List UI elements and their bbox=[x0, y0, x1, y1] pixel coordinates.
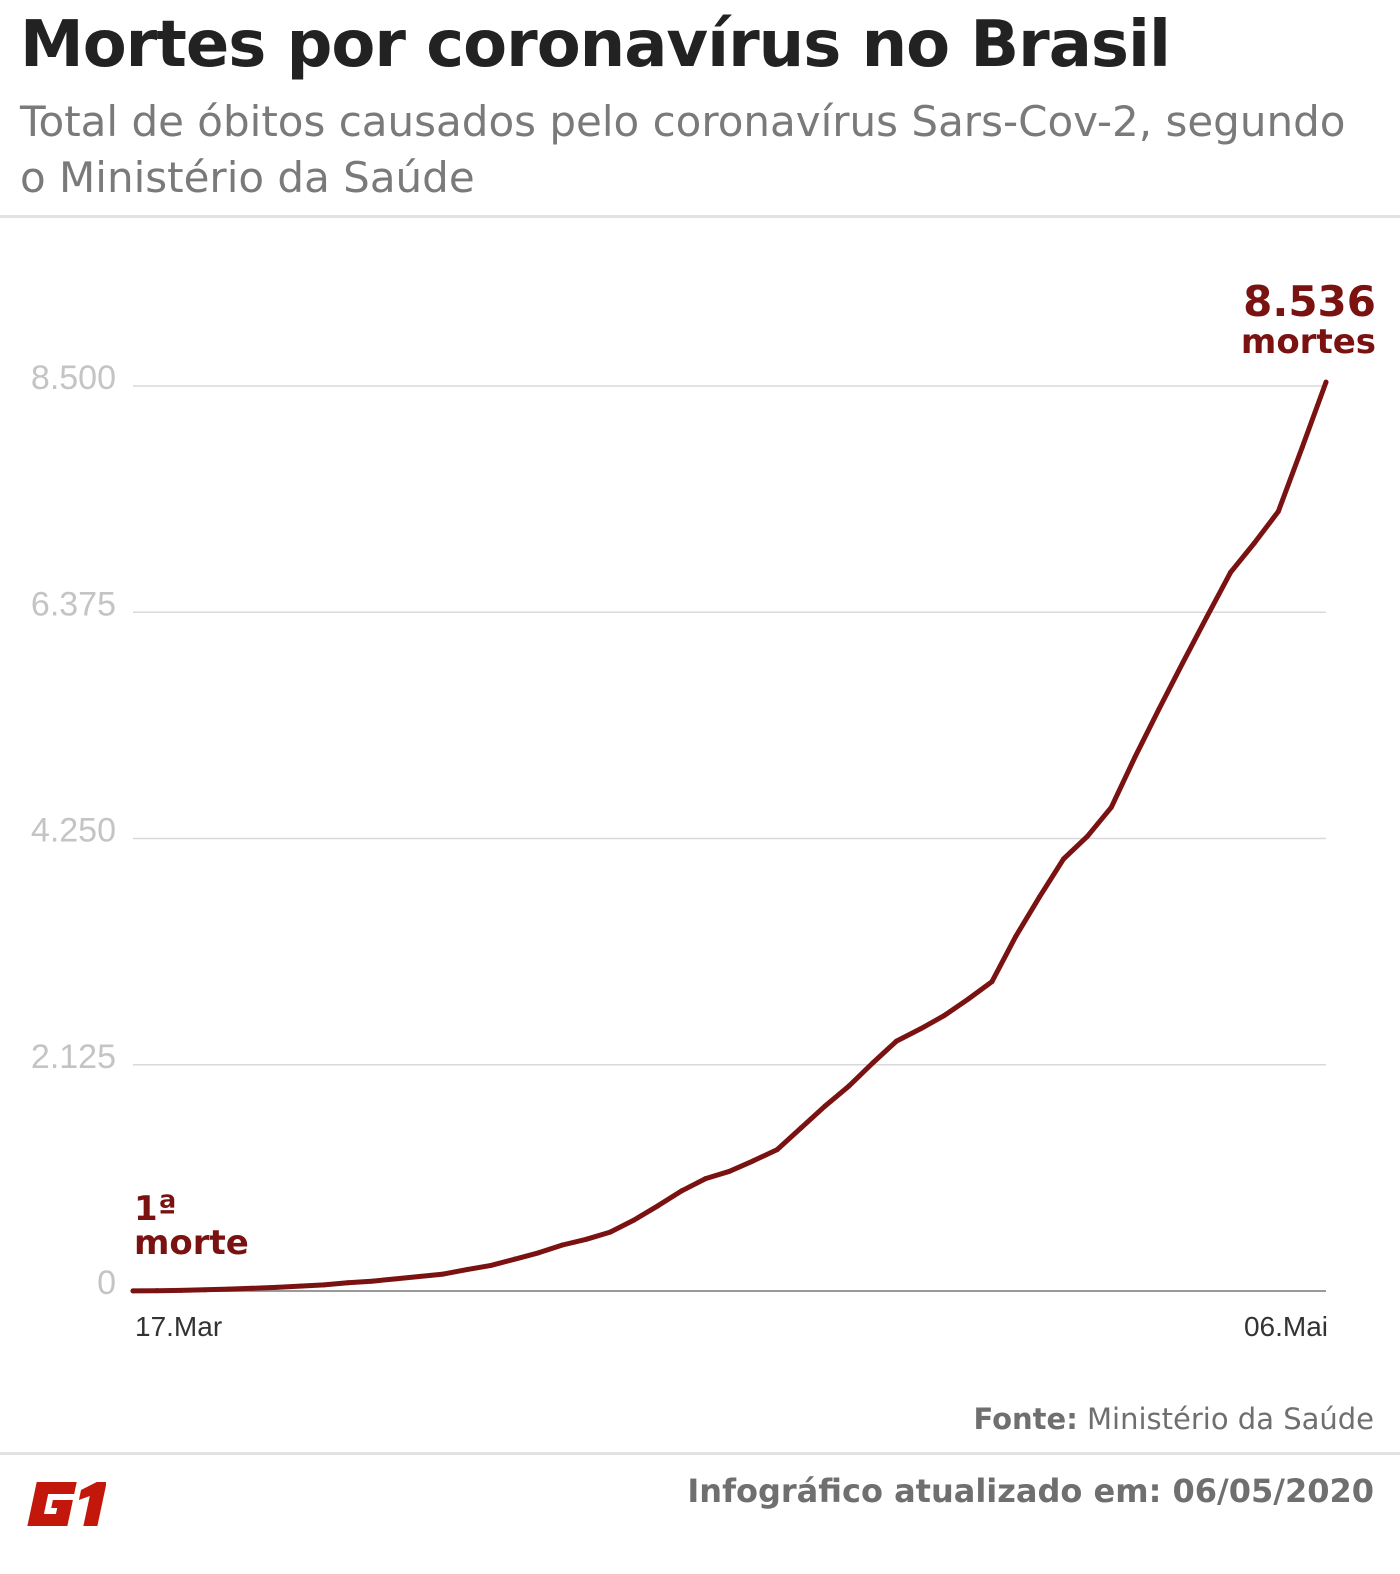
data-point bbox=[727, 1168, 732, 1174]
data-point bbox=[965, 996, 971, 1002]
chart-title: Mortes por coronavírus no Brasil bbox=[20, 8, 1171, 82]
data-point bbox=[1204, 614, 1210, 620]
data-point bbox=[249, 1285, 255, 1291]
top-divider bbox=[0, 215, 1400, 218]
data-point bbox=[464, 1267, 470, 1273]
data-point bbox=[1180, 660, 1186, 666]
data-point bbox=[1013, 933, 1019, 939]
data-point bbox=[1108, 804, 1114, 810]
source-value: Ministério da Saúde bbox=[1087, 1402, 1374, 1436]
grid-lines bbox=[133, 385, 1326, 1292]
data-point bbox=[1299, 445, 1305, 451]
final-value-unit: mortes bbox=[1241, 322, 1376, 362]
x-tick-label: 06.Mai bbox=[1244, 1311, 1328, 1342]
data-point bbox=[369, 1278, 375, 1284]
first-death-label: morte bbox=[134, 1223, 249, 1263]
data-point bbox=[1228, 569, 1234, 575]
data-point bbox=[321, 1282, 327, 1288]
data-point bbox=[1037, 894, 1043, 900]
data-point bbox=[297, 1283, 303, 1289]
source-label: Fonte: bbox=[973, 1402, 1078, 1436]
update-date: Infográfico atualizado em: 06/05/2020 bbox=[687, 1472, 1374, 1510]
data-point bbox=[536, 1250, 542, 1256]
data-point bbox=[798, 1125, 804, 1131]
deaths-series bbox=[130, 379, 1329, 1294]
data-point bbox=[392, 1276, 398, 1282]
data-point bbox=[1251, 540, 1257, 546]
y-tick-label: 8.500 bbox=[31, 359, 116, 397]
data-point bbox=[1156, 706, 1162, 712]
data-point bbox=[655, 1203, 661, 1209]
data-point bbox=[870, 1060, 876, 1066]
y-tick-label: 0 bbox=[97, 1264, 116, 1302]
source-note: Fonte: Ministério da Saúde bbox=[973, 1402, 1374, 1436]
data-point bbox=[822, 1103, 828, 1109]
data-point bbox=[750, 1158, 756, 1164]
data-point bbox=[703, 1176, 709, 1182]
x-axis-ticks: 17.Mar 06.Mai bbox=[135, 1311, 1328, 1342]
x-tick-label: 17.Mar bbox=[135, 1311, 222, 1342]
data-point bbox=[512, 1256, 518, 1262]
chart-subtitle: Total de óbitos causados pelo coronavíru… bbox=[20, 97, 1346, 202]
data-point bbox=[1084, 833, 1090, 839]
data-point bbox=[440, 1271, 446, 1277]
data-point bbox=[679, 1188, 685, 1194]
data-point bbox=[154, 1288, 160, 1294]
data-point bbox=[273, 1284, 279, 1290]
y-axis-ticks: 0 2.125 4.250 6.375 8.500 bbox=[31, 359, 116, 1302]
series-line bbox=[130, 379, 1329, 1294]
y-tick-label: 2.125 bbox=[31, 1038, 116, 1076]
data-point bbox=[846, 1083, 852, 1089]
data-point bbox=[1275, 509, 1281, 515]
data-point bbox=[1323, 379, 1329, 385]
first-death-label: 1ª bbox=[134, 1189, 177, 1229]
data-point bbox=[989, 979, 995, 985]
data-point bbox=[607, 1229, 613, 1235]
data-point bbox=[631, 1217, 637, 1223]
data-point bbox=[941, 1013, 947, 1019]
data-point bbox=[894, 1038, 900, 1044]
data-point bbox=[488, 1262, 494, 1268]
final-value-label: 8.536 bbox=[1243, 277, 1376, 326]
data-point bbox=[917, 1026, 923, 1032]
data-point bbox=[202, 1287, 208, 1293]
data-point bbox=[1132, 754, 1138, 760]
data-point bbox=[345, 1280, 351, 1286]
data-point bbox=[225, 1286, 231, 1292]
y-tick-label: 4.250 bbox=[31, 812, 116, 850]
data-point bbox=[583, 1236, 589, 1242]
bottom-divider bbox=[0, 1452, 1400, 1455]
data-point bbox=[774, 1147, 780, 1153]
y-tick-label: 6.375 bbox=[31, 585, 116, 623]
data-point bbox=[1061, 856, 1067, 862]
data-point bbox=[130, 1288, 136, 1294]
g1-logo bbox=[27, 1482, 106, 1526]
data-point bbox=[416, 1274, 422, 1280]
data-point bbox=[178, 1287, 184, 1293]
data-point bbox=[559, 1242, 565, 1248]
